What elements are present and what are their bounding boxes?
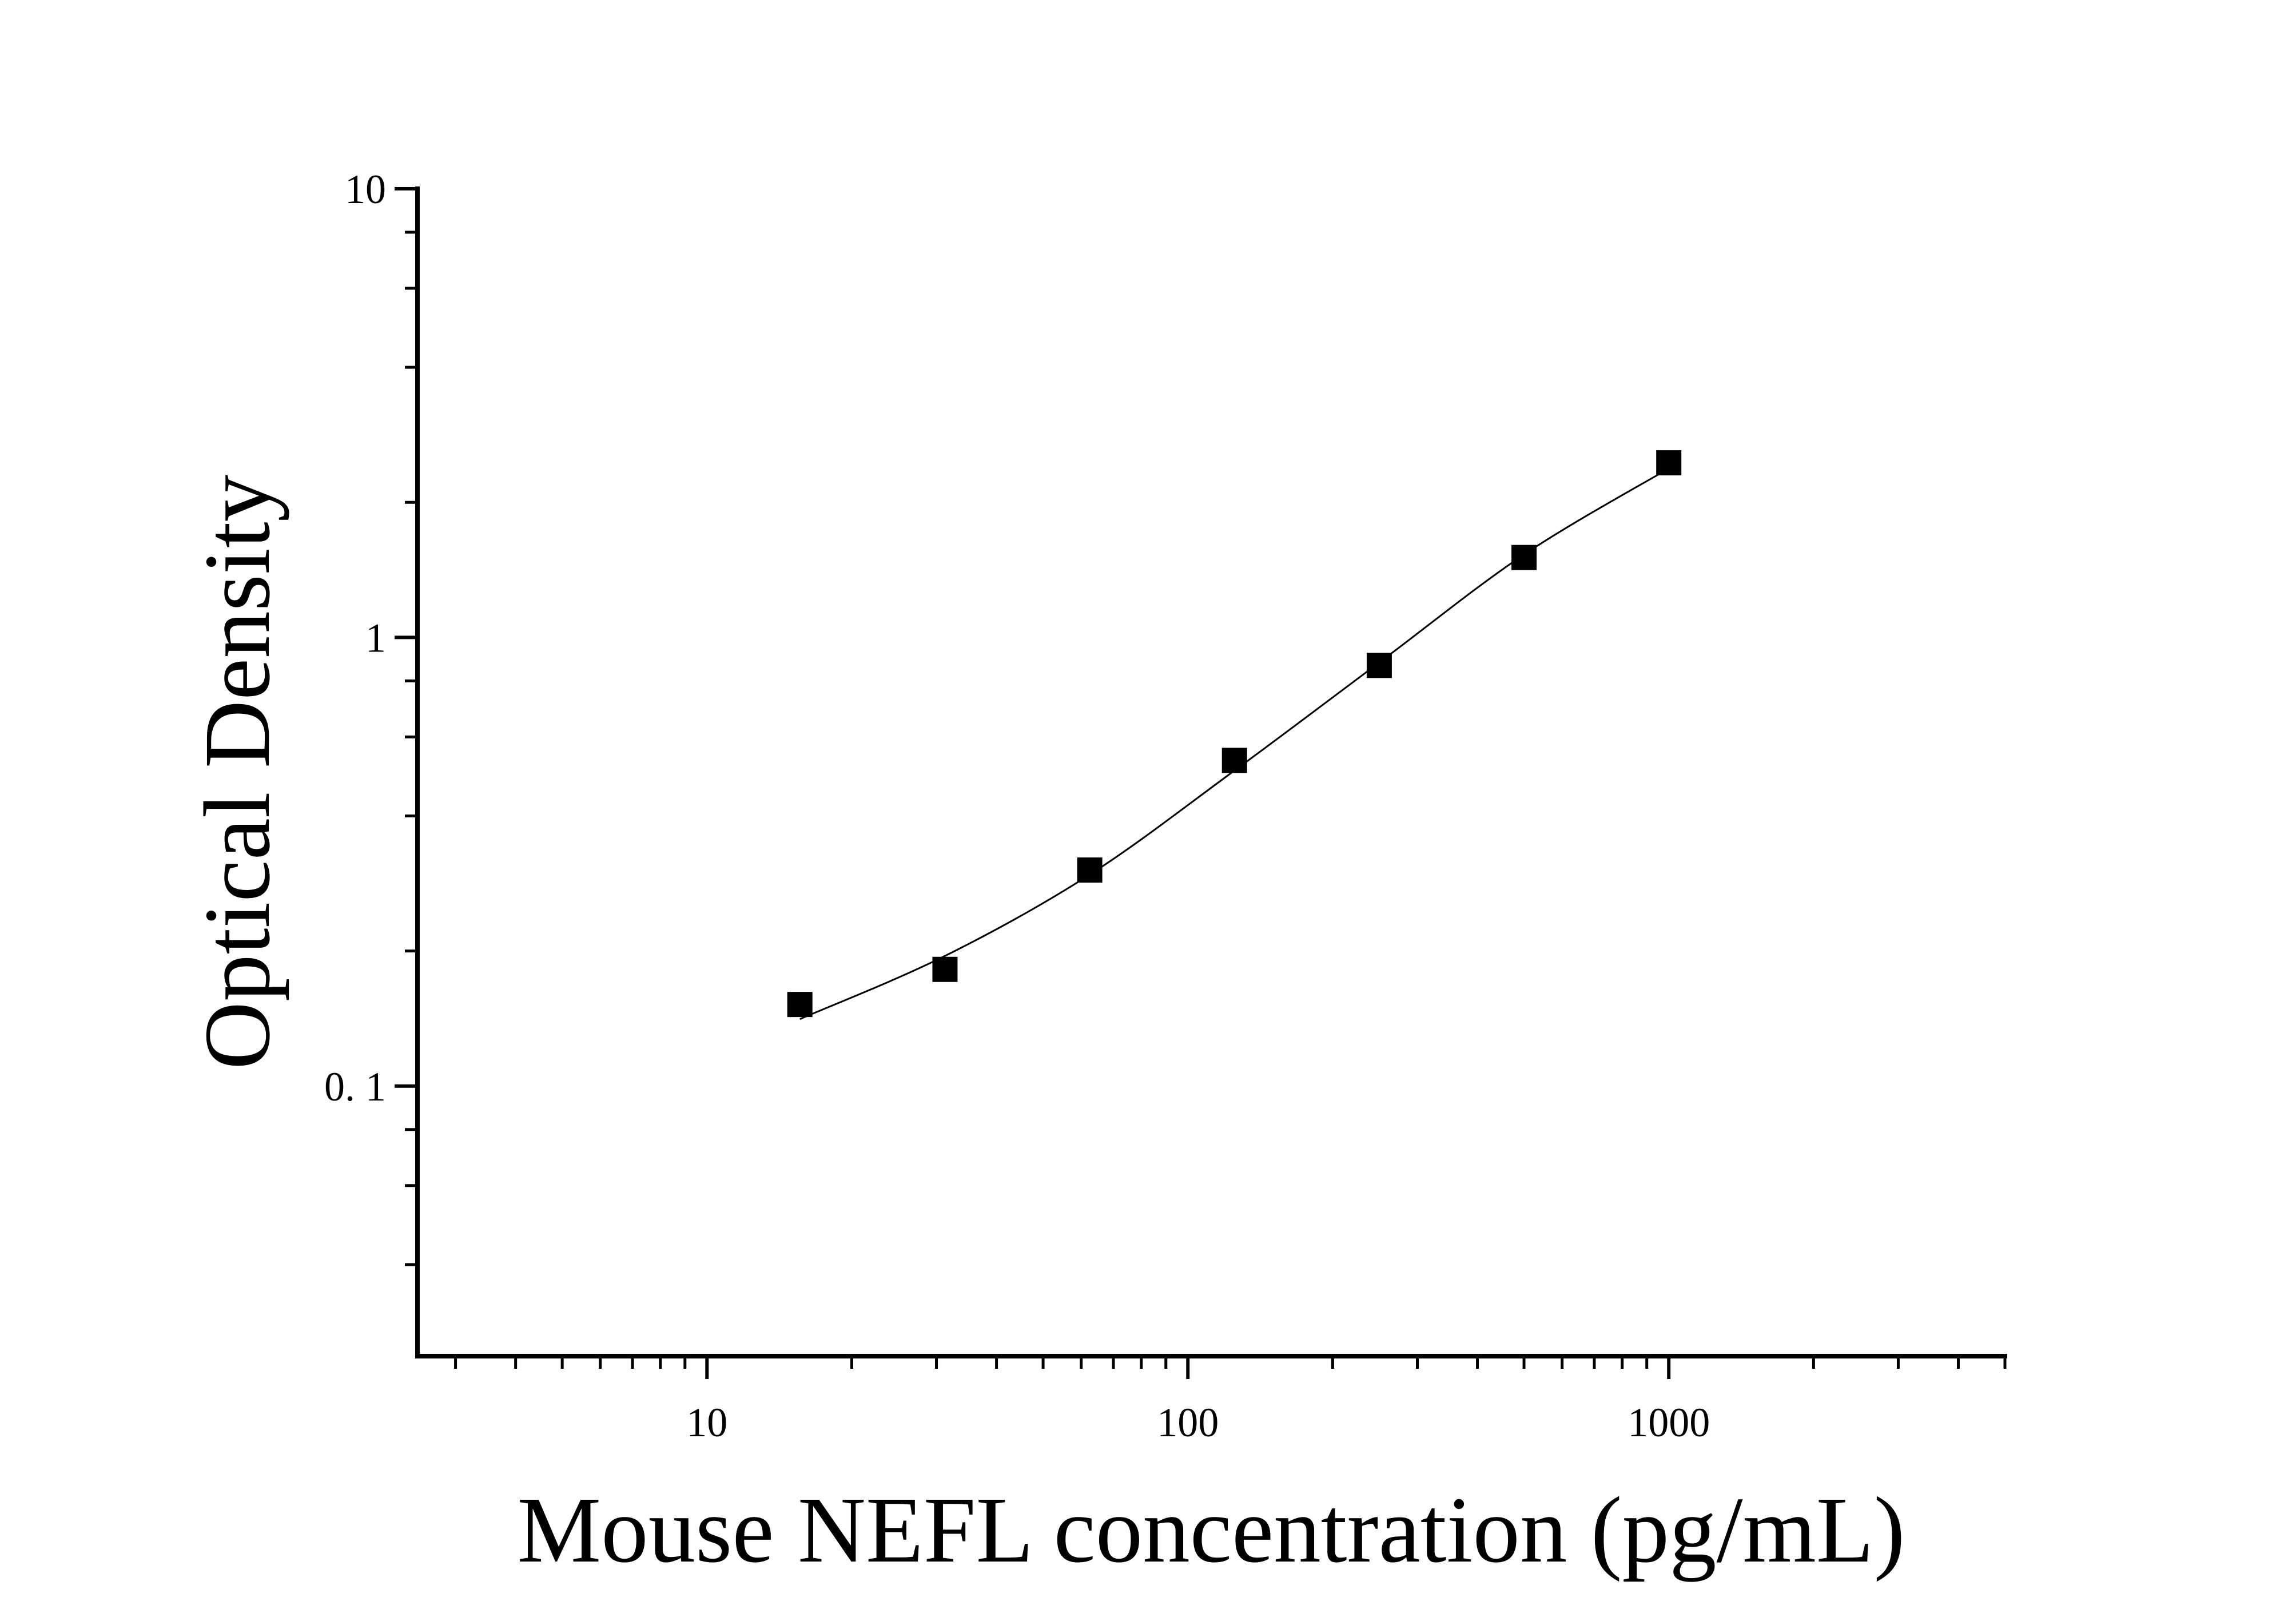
y-tick-label: 1	[365, 615, 386, 661]
x-tick-label: 100	[1157, 1400, 1219, 1445]
y-tick-label: 0. 1	[324, 1064, 386, 1110]
data-point	[787, 992, 813, 1018]
x-tick-label: 1000	[1628, 1400, 1710, 1445]
y-axis-label: Optical Density	[185, 475, 289, 1070]
data-point	[1221, 748, 1247, 773]
y-tick-label: 10	[345, 166, 386, 212]
x-tick-label: 10	[686, 1400, 727, 1445]
data-point	[1511, 545, 1537, 570]
data-point	[1656, 450, 1682, 476]
data-point	[932, 956, 958, 982]
data-point	[1366, 653, 1392, 678]
fit-curve	[799, 467, 1669, 1020]
x-axis-label: Mouse NEFL concentration (pg/mL)	[517, 1477, 1905, 1582]
data-point	[1077, 857, 1103, 883]
